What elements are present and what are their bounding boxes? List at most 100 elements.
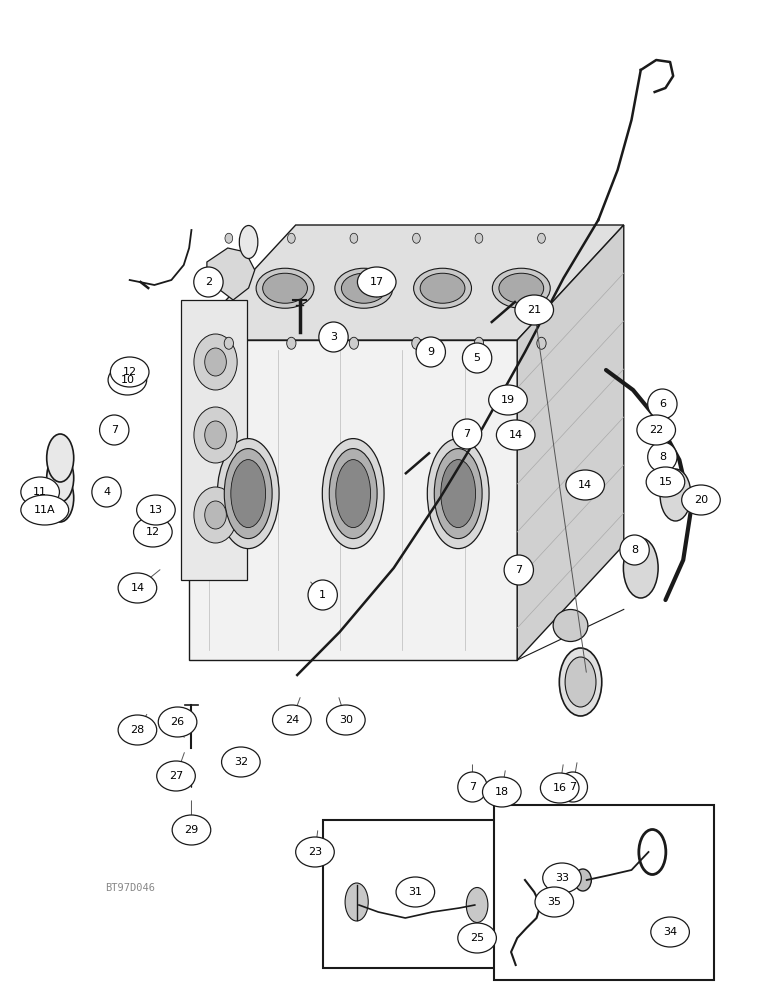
Ellipse shape bbox=[559, 648, 601, 716]
Text: 9: 9 bbox=[427, 347, 435, 357]
Circle shape bbox=[537, 337, 546, 349]
Circle shape bbox=[224, 337, 233, 349]
Text: 11A: 11A bbox=[34, 505, 56, 515]
Polygon shape bbox=[207, 248, 255, 300]
Text: 16: 16 bbox=[553, 783, 567, 793]
Text: 13: 13 bbox=[149, 505, 163, 515]
Ellipse shape bbox=[256, 268, 314, 308]
Ellipse shape bbox=[158, 707, 197, 737]
Text: 30: 30 bbox=[339, 715, 353, 725]
Ellipse shape bbox=[646, 467, 685, 497]
Ellipse shape bbox=[239, 226, 258, 258]
Circle shape bbox=[205, 421, 226, 449]
Ellipse shape bbox=[329, 449, 377, 539]
Ellipse shape bbox=[515, 295, 554, 325]
Ellipse shape bbox=[458, 923, 496, 953]
Ellipse shape bbox=[620, 535, 649, 565]
Text: 12: 12 bbox=[123, 367, 137, 377]
Ellipse shape bbox=[296, 837, 334, 867]
Ellipse shape bbox=[482, 777, 521, 807]
Polygon shape bbox=[517, 225, 624, 660]
Circle shape bbox=[349, 337, 358, 349]
Text: 15: 15 bbox=[659, 477, 672, 487]
Ellipse shape bbox=[682, 485, 720, 515]
Text: 14: 14 bbox=[509, 430, 523, 440]
Polygon shape bbox=[494, 805, 714, 980]
Text: 7: 7 bbox=[463, 429, 471, 439]
Ellipse shape bbox=[231, 460, 266, 528]
Ellipse shape bbox=[558, 772, 587, 802]
Text: 4: 4 bbox=[103, 487, 110, 497]
Text: 7: 7 bbox=[469, 782, 476, 792]
Ellipse shape bbox=[543, 863, 581, 893]
Ellipse shape bbox=[319, 322, 348, 352]
Circle shape bbox=[537, 233, 545, 243]
Ellipse shape bbox=[137, 495, 175, 525]
Circle shape bbox=[474, 337, 483, 349]
Text: 8: 8 bbox=[659, 452, 666, 462]
Text: 8: 8 bbox=[631, 545, 638, 555]
Text: 1: 1 bbox=[319, 590, 327, 600]
Ellipse shape bbox=[660, 469, 691, 521]
Text: 23: 23 bbox=[308, 847, 322, 857]
Ellipse shape bbox=[341, 273, 386, 303]
Ellipse shape bbox=[157, 761, 195, 791]
Ellipse shape bbox=[100, 415, 129, 445]
Polygon shape bbox=[323, 820, 508, 968]
Text: 2: 2 bbox=[205, 277, 212, 287]
Text: 12: 12 bbox=[146, 527, 160, 537]
Ellipse shape bbox=[308, 580, 337, 610]
Ellipse shape bbox=[134, 517, 172, 547]
Ellipse shape bbox=[110, 357, 149, 387]
Ellipse shape bbox=[553, 609, 588, 642]
Ellipse shape bbox=[327, 705, 365, 735]
Text: 26: 26 bbox=[171, 717, 185, 727]
Circle shape bbox=[411, 337, 421, 349]
Polygon shape bbox=[181, 300, 247, 580]
Ellipse shape bbox=[648, 389, 677, 419]
Ellipse shape bbox=[336, 460, 371, 528]
Text: 24: 24 bbox=[285, 715, 299, 725]
Text: 25: 25 bbox=[470, 933, 484, 943]
Ellipse shape bbox=[504, 555, 533, 585]
Text: 3: 3 bbox=[330, 332, 337, 342]
Ellipse shape bbox=[441, 460, 476, 528]
Ellipse shape bbox=[499, 273, 543, 303]
Ellipse shape bbox=[428, 439, 489, 549]
Circle shape bbox=[194, 487, 237, 543]
Text: 14: 14 bbox=[130, 583, 144, 593]
Ellipse shape bbox=[46, 434, 74, 482]
Text: 31: 31 bbox=[408, 887, 422, 897]
Circle shape bbox=[286, 337, 296, 349]
Text: 27: 27 bbox=[169, 771, 183, 781]
Ellipse shape bbox=[493, 268, 550, 308]
Text: 7: 7 bbox=[515, 565, 523, 575]
Polygon shape bbox=[189, 340, 517, 660]
Ellipse shape bbox=[648, 442, 677, 472]
Ellipse shape bbox=[108, 365, 147, 395]
Ellipse shape bbox=[335, 268, 393, 308]
Circle shape bbox=[194, 407, 237, 463]
Ellipse shape bbox=[434, 449, 482, 539]
Ellipse shape bbox=[322, 439, 384, 549]
Text: 29: 29 bbox=[185, 825, 198, 835]
Circle shape bbox=[287, 233, 295, 243]
Text: BT97D046: BT97D046 bbox=[105, 883, 154, 893]
Text: 11: 11 bbox=[33, 487, 47, 497]
Text: 18: 18 bbox=[495, 787, 509, 797]
Circle shape bbox=[194, 334, 237, 390]
Ellipse shape bbox=[452, 419, 482, 449]
Text: 6: 6 bbox=[659, 399, 666, 409]
Ellipse shape bbox=[540, 773, 579, 803]
Ellipse shape bbox=[273, 705, 311, 735]
Ellipse shape bbox=[637, 415, 676, 445]
Ellipse shape bbox=[224, 449, 272, 539]
Text: 22: 22 bbox=[649, 425, 663, 435]
Polygon shape bbox=[189, 225, 624, 340]
Ellipse shape bbox=[489, 385, 527, 415]
Text: 20: 20 bbox=[694, 495, 708, 505]
Ellipse shape bbox=[496, 420, 535, 450]
Circle shape bbox=[350, 233, 357, 243]
Ellipse shape bbox=[565, 657, 596, 707]
Text: 19: 19 bbox=[501, 395, 515, 405]
